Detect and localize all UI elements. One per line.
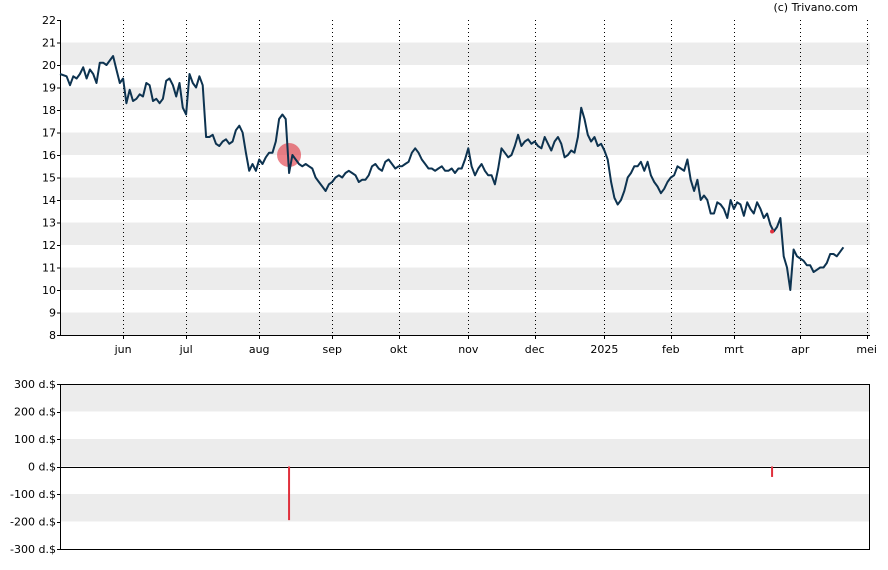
- price-y-tick-label: 11: [42, 262, 56, 275]
- transaction-y-tick-label: 0 d.$: [28, 461, 56, 474]
- month-label: mei: [856, 343, 877, 356]
- transaction-band: [60, 494, 870, 522]
- price-y-tick-label: 8: [49, 329, 56, 342]
- price-band: [60, 87, 870, 110]
- transaction-bar: [288, 466, 291, 521]
- price-band: [60, 222, 870, 245]
- price-y-tick-label: 14: [42, 194, 56, 207]
- price-line: [59, 55, 845, 291]
- price-y-tick-label: 21: [42, 37, 56, 50]
- price-y-tick-label: 13: [42, 217, 56, 230]
- transaction-band: [60, 384, 870, 412]
- month-label: feb: [662, 343, 680, 356]
- price-y-tick-label: 16: [42, 149, 56, 162]
- month-label: 2025: [590, 343, 618, 356]
- highlight-dot: [770, 229, 775, 234]
- price-y-tick-label: 20: [42, 59, 56, 72]
- price-y-tick-label: 18: [42, 104, 56, 117]
- price-y-tick-label: 15: [42, 172, 56, 185]
- transaction-band: [60, 439, 870, 467]
- price-y-tick-label: 22: [42, 14, 56, 27]
- month-label: jun: [114, 343, 132, 356]
- highlight-circle: [277, 143, 302, 167]
- transaction-y-tick-label: 300 d.$: [14, 378, 56, 391]
- month-label: aug: [249, 343, 270, 356]
- transaction-y-tick-label: -100 d.$: [10, 488, 56, 501]
- price-y-tick-label: 10: [42, 284, 56, 297]
- price-band: [60, 312, 870, 335]
- transaction-bar: [771, 466, 774, 477]
- month-label: sep: [322, 343, 341, 356]
- transaction-y-tick-label: 100 d.$: [14, 433, 56, 446]
- price-y-tick-label: 9: [49, 307, 56, 320]
- price-band: [60, 177, 870, 200]
- transaction-y-tick-label: -200 d.$: [10, 516, 56, 529]
- transaction-y-tick-label: -300 d.$: [10, 543, 56, 556]
- month-label: mrt: [724, 343, 744, 356]
- month-label: apr: [791, 343, 810, 356]
- transaction-y-tick-label: 200 d.$: [14, 406, 56, 419]
- month-label: dec: [525, 343, 545, 356]
- price-y-tick-label: 17: [42, 127, 56, 140]
- price-band: [60, 42, 870, 65]
- month-label: okt: [390, 343, 408, 356]
- price-y-tick-label: 19: [42, 82, 56, 95]
- price-band: [60, 267, 870, 290]
- month-label: jul: [179, 343, 193, 356]
- copyright-label: (c) Trivano.com: [773, 1, 858, 14]
- month-label: nov: [458, 343, 479, 356]
- price-band: [60, 132, 870, 155]
- price-y-tick-label: 12: [42, 239, 56, 252]
